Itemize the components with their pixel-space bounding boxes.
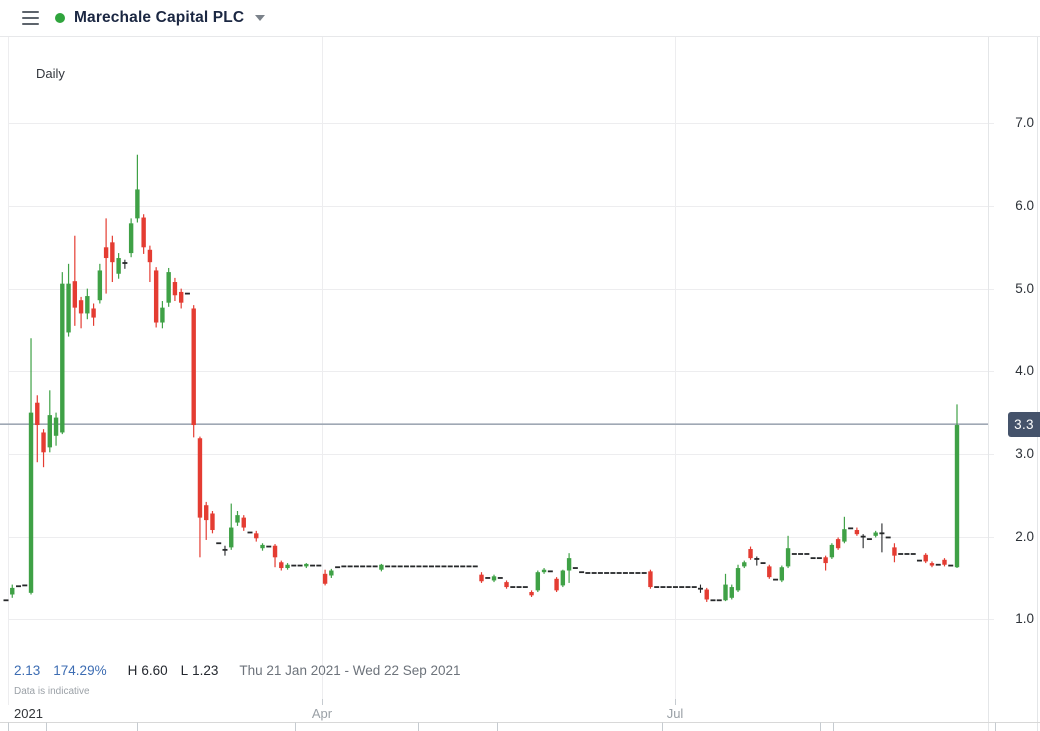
chart-header: Marechale Capital PLC [0, 0, 1040, 37]
interval-label: Daily [36, 66, 65, 81]
x-axis-year-label: 2021 [14, 706, 43, 721]
y-axis-label: 6.0 [1015, 197, 1034, 213]
y-axis-label: 3.0 [1015, 445, 1034, 461]
current-price-badge: 3.3 [1008, 411, 1040, 437]
x-axis-month-label: Apr [311, 706, 333, 721]
y-axis-label: 2.0 [1015, 528, 1034, 544]
change-percent: 174.29% [53, 663, 107, 678]
instrument-selector[interactable]: Marechale Capital PLC [55, 9, 266, 27]
y-axis-label: 1.0 [1015, 611, 1034, 627]
y-axis-label: 7.0 [1015, 115, 1034, 131]
y-axis-label: 5.0 [1015, 280, 1034, 296]
hamburger-menu-icon[interactable] [22, 11, 39, 25]
high-value: 6.60 [141, 663, 168, 678]
change-value: 2.13 [14, 663, 41, 678]
caret-down-icon [255, 15, 266, 21]
date-range: Thu 21 Jan 2021 - Wed 22 Sep 2021 [239, 663, 461, 678]
high-label: H [127, 663, 138, 678]
low-value: 1.23 [192, 663, 219, 678]
chart-stats-bar: 2.13 174.29% H 6.60 L 1.23 Thu 21 Jan 20… [14, 663, 461, 678]
data-disclaimer: Data is indicative [14, 686, 90, 697]
instrument-title: Marechale Capital PLC [74, 9, 245, 26]
y-axis-label: 4.0 [1015, 363, 1034, 379]
x-axis-month-label: Jul [666, 706, 684, 721]
low-label: L [180, 663, 189, 678]
market-status-dot-icon [55, 13, 65, 23]
